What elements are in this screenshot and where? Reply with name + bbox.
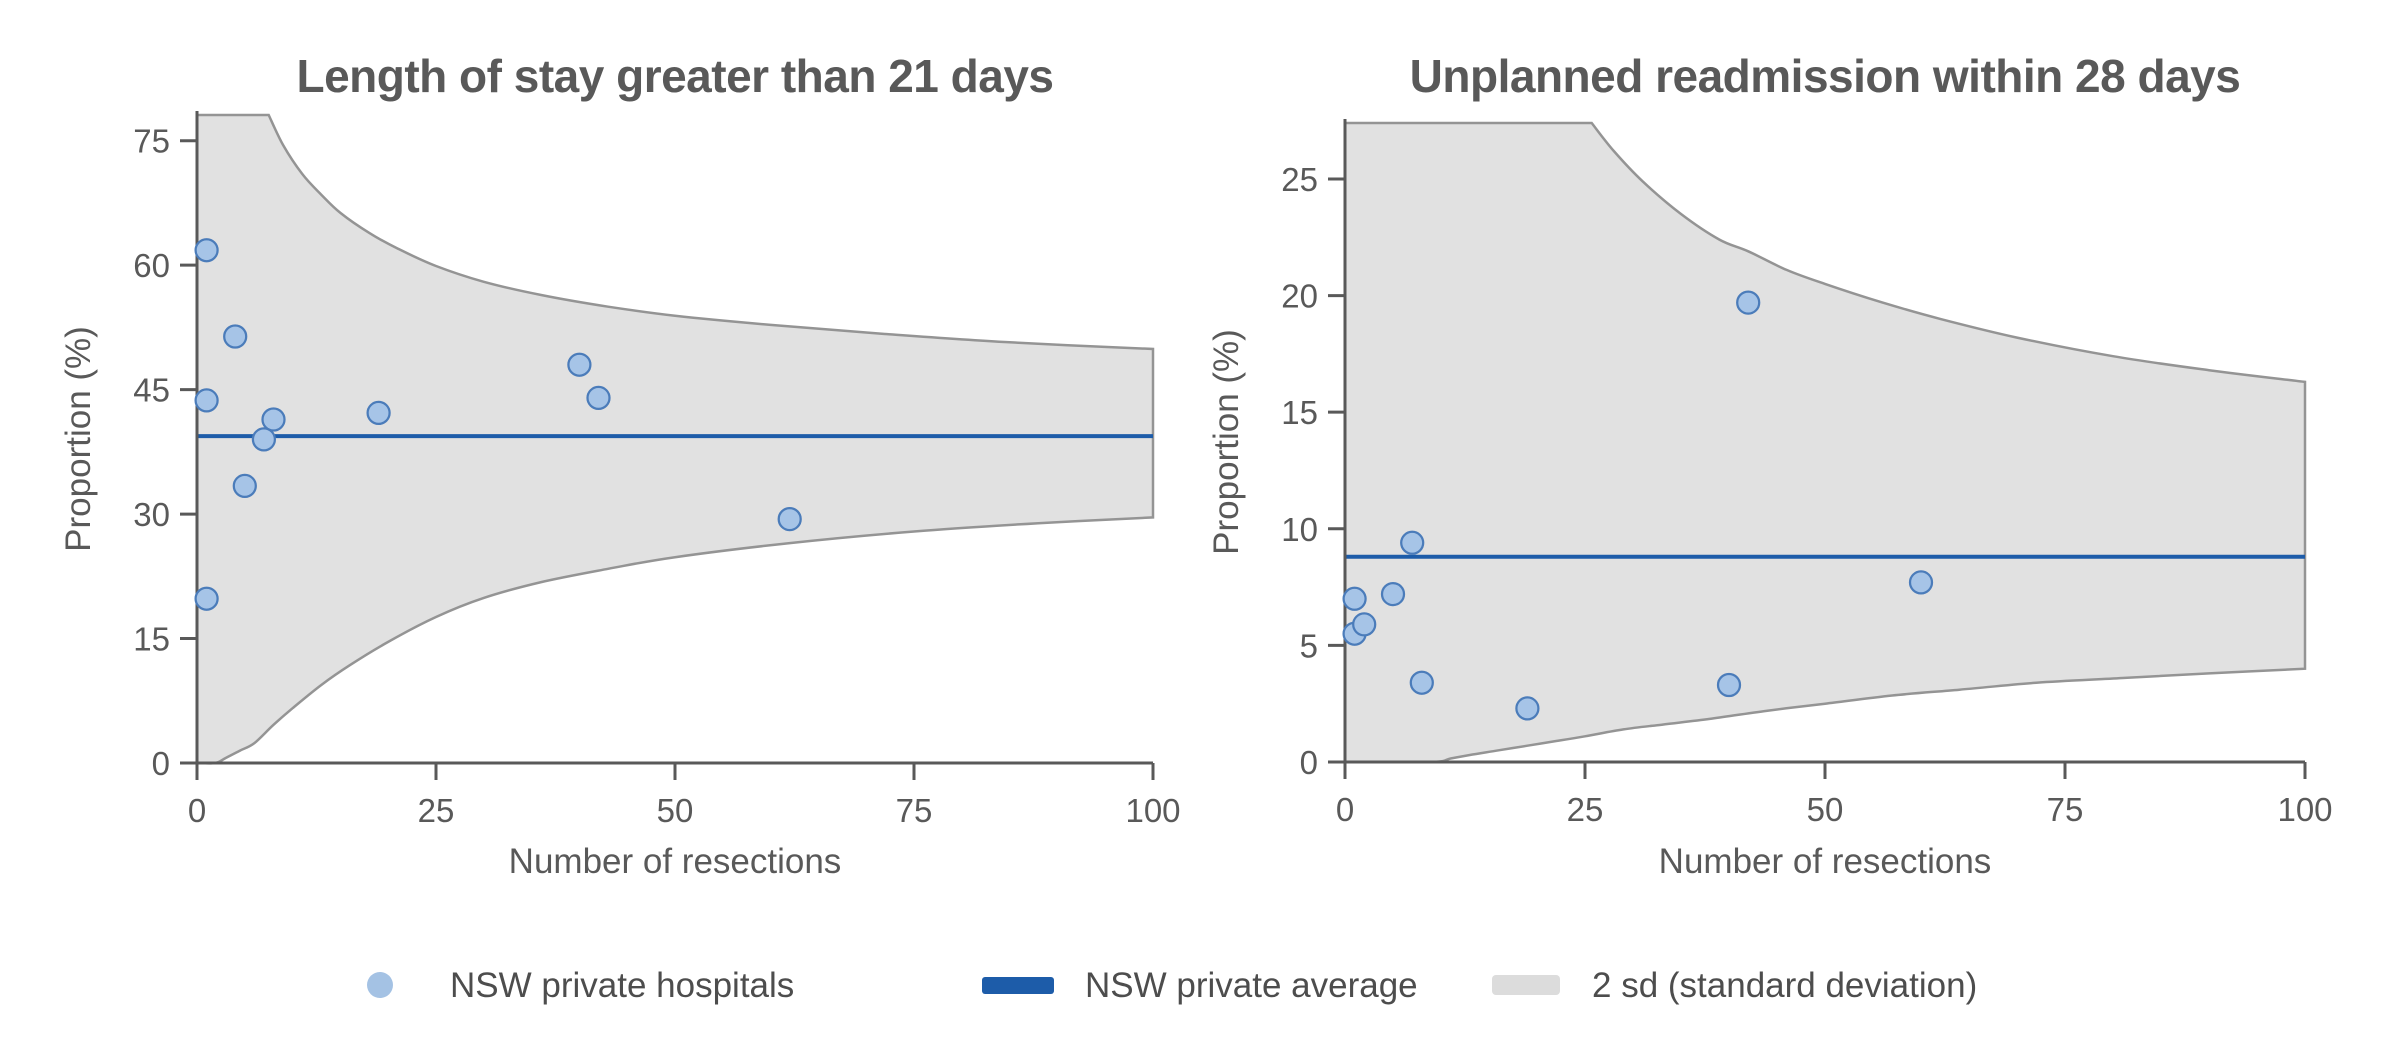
x-tick-label: 0 bbox=[1336, 791, 1354, 828]
data-point bbox=[1409, 670, 1434, 695]
chart-length-of-stay: 0 25 50 75 100 0 15 30 45 60 75 bbox=[133, 111, 1181, 829]
legend-label-average: NSW private average bbox=[1085, 966, 1418, 1005]
x-tick-label: 50 bbox=[1807, 791, 1844, 828]
y-tick-label: 0 bbox=[1300, 744, 1318, 781]
legend: NSW private hospitals NSW private averag… bbox=[367, 966, 1977, 1005]
sd-band bbox=[195, 113, 1155, 765]
chart-title-left: Length of stay greater than 21 days bbox=[296, 50, 1053, 102]
x-tick-label: 100 bbox=[2277, 791, 2332, 828]
data-point bbox=[1342, 586, 1367, 611]
data-point bbox=[1736, 290, 1761, 315]
data-point bbox=[223, 324, 248, 349]
legend-band-swatch bbox=[1492, 975, 1560, 995]
data-point bbox=[1908, 570, 1934, 595]
data-point bbox=[1716, 672, 1742, 698]
data-point bbox=[251, 427, 277, 452]
legend-label-sd: 2 sd (standard deviation) bbox=[1592, 966, 1977, 1005]
y-tick-label: 30 bbox=[133, 496, 170, 533]
data-point bbox=[1400, 530, 1425, 555]
sd-band bbox=[1343, 121, 2307, 764]
y-tick-label: 75 bbox=[133, 123, 170, 160]
data-point bbox=[586, 385, 611, 411]
data-point bbox=[366, 400, 391, 426]
x-tick-label: 75 bbox=[896, 792, 933, 829]
data-point bbox=[777, 506, 802, 532]
x-tick-label: 100 bbox=[1125, 792, 1180, 829]
y-tick-label: 15 bbox=[133, 621, 170, 658]
y-axis-label-right: Proportion (%) bbox=[1207, 329, 1246, 555]
chart-unplanned-readmission: 0 25 50 75 100 0 5 10 15 20 25 bbox=[1281, 119, 2333, 828]
legend-label-hospitals: NSW private hospitals bbox=[450, 966, 794, 1005]
y-tick-label: 20 bbox=[1281, 278, 1318, 315]
data-point bbox=[194, 586, 219, 611]
y-tick-label: 15 bbox=[1281, 394, 1318, 431]
data-point bbox=[261, 407, 286, 432]
legend-line-swatch bbox=[982, 977, 1054, 994]
x-tick-label: 50 bbox=[657, 792, 694, 829]
chart-title-right: Unplanned readmission within 28 days bbox=[1410, 50, 2241, 102]
x-tick-label: 75 bbox=[2047, 791, 2084, 828]
y-tick-label: 0 bbox=[152, 745, 170, 782]
x-axis-label-right: Number of resections bbox=[1659, 842, 1992, 881]
y-tick-label: 45 bbox=[133, 372, 170, 409]
data-point bbox=[1352, 612, 1377, 637]
data-point bbox=[194, 238, 219, 263]
legend-dot-swatch bbox=[367, 972, 393, 998]
y-tick-label: 60 bbox=[133, 247, 170, 284]
y-tick-label: 25 bbox=[1281, 161, 1318, 198]
data-point bbox=[232, 473, 257, 499]
x-tick-label: 25 bbox=[418, 792, 455, 829]
data-point bbox=[567, 352, 592, 377]
y-tick-label: 10 bbox=[1281, 511, 1318, 548]
data-point bbox=[194, 388, 219, 413]
y-tick-label: 5 bbox=[1300, 627, 1318, 664]
x-tick-label: 0 bbox=[188, 792, 206, 829]
y-axis-label-left: Proportion (%) bbox=[59, 326, 98, 552]
x-axis-label-left: Number of resections bbox=[509, 842, 842, 881]
data-point bbox=[1380, 581, 1406, 607]
x-tick-label: 25 bbox=[1567, 791, 1604, 828]
data-point bbox=[1515, 696, 1540, 721]
